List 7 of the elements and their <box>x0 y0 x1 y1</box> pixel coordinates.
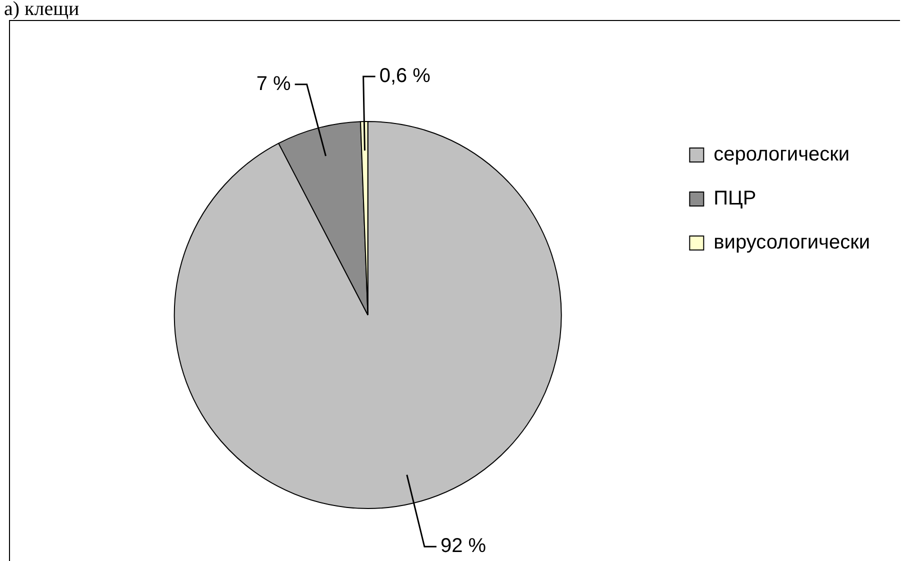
data-label: 0,6 % <box>379 65 431 88</box>
legend-label: серологически <box>714 144 850 166</box>
data-label: 7 % <box>256 72 292 95</box>
chart-title: а) клещи <box>4 0 80 21</box>
data-label: 92 % <box>440 535 486 558</box>
legend-label: вирусологически <box>714 232 870 254</box>
legend-label: ПЦР <box>714 188 756 210</box>
